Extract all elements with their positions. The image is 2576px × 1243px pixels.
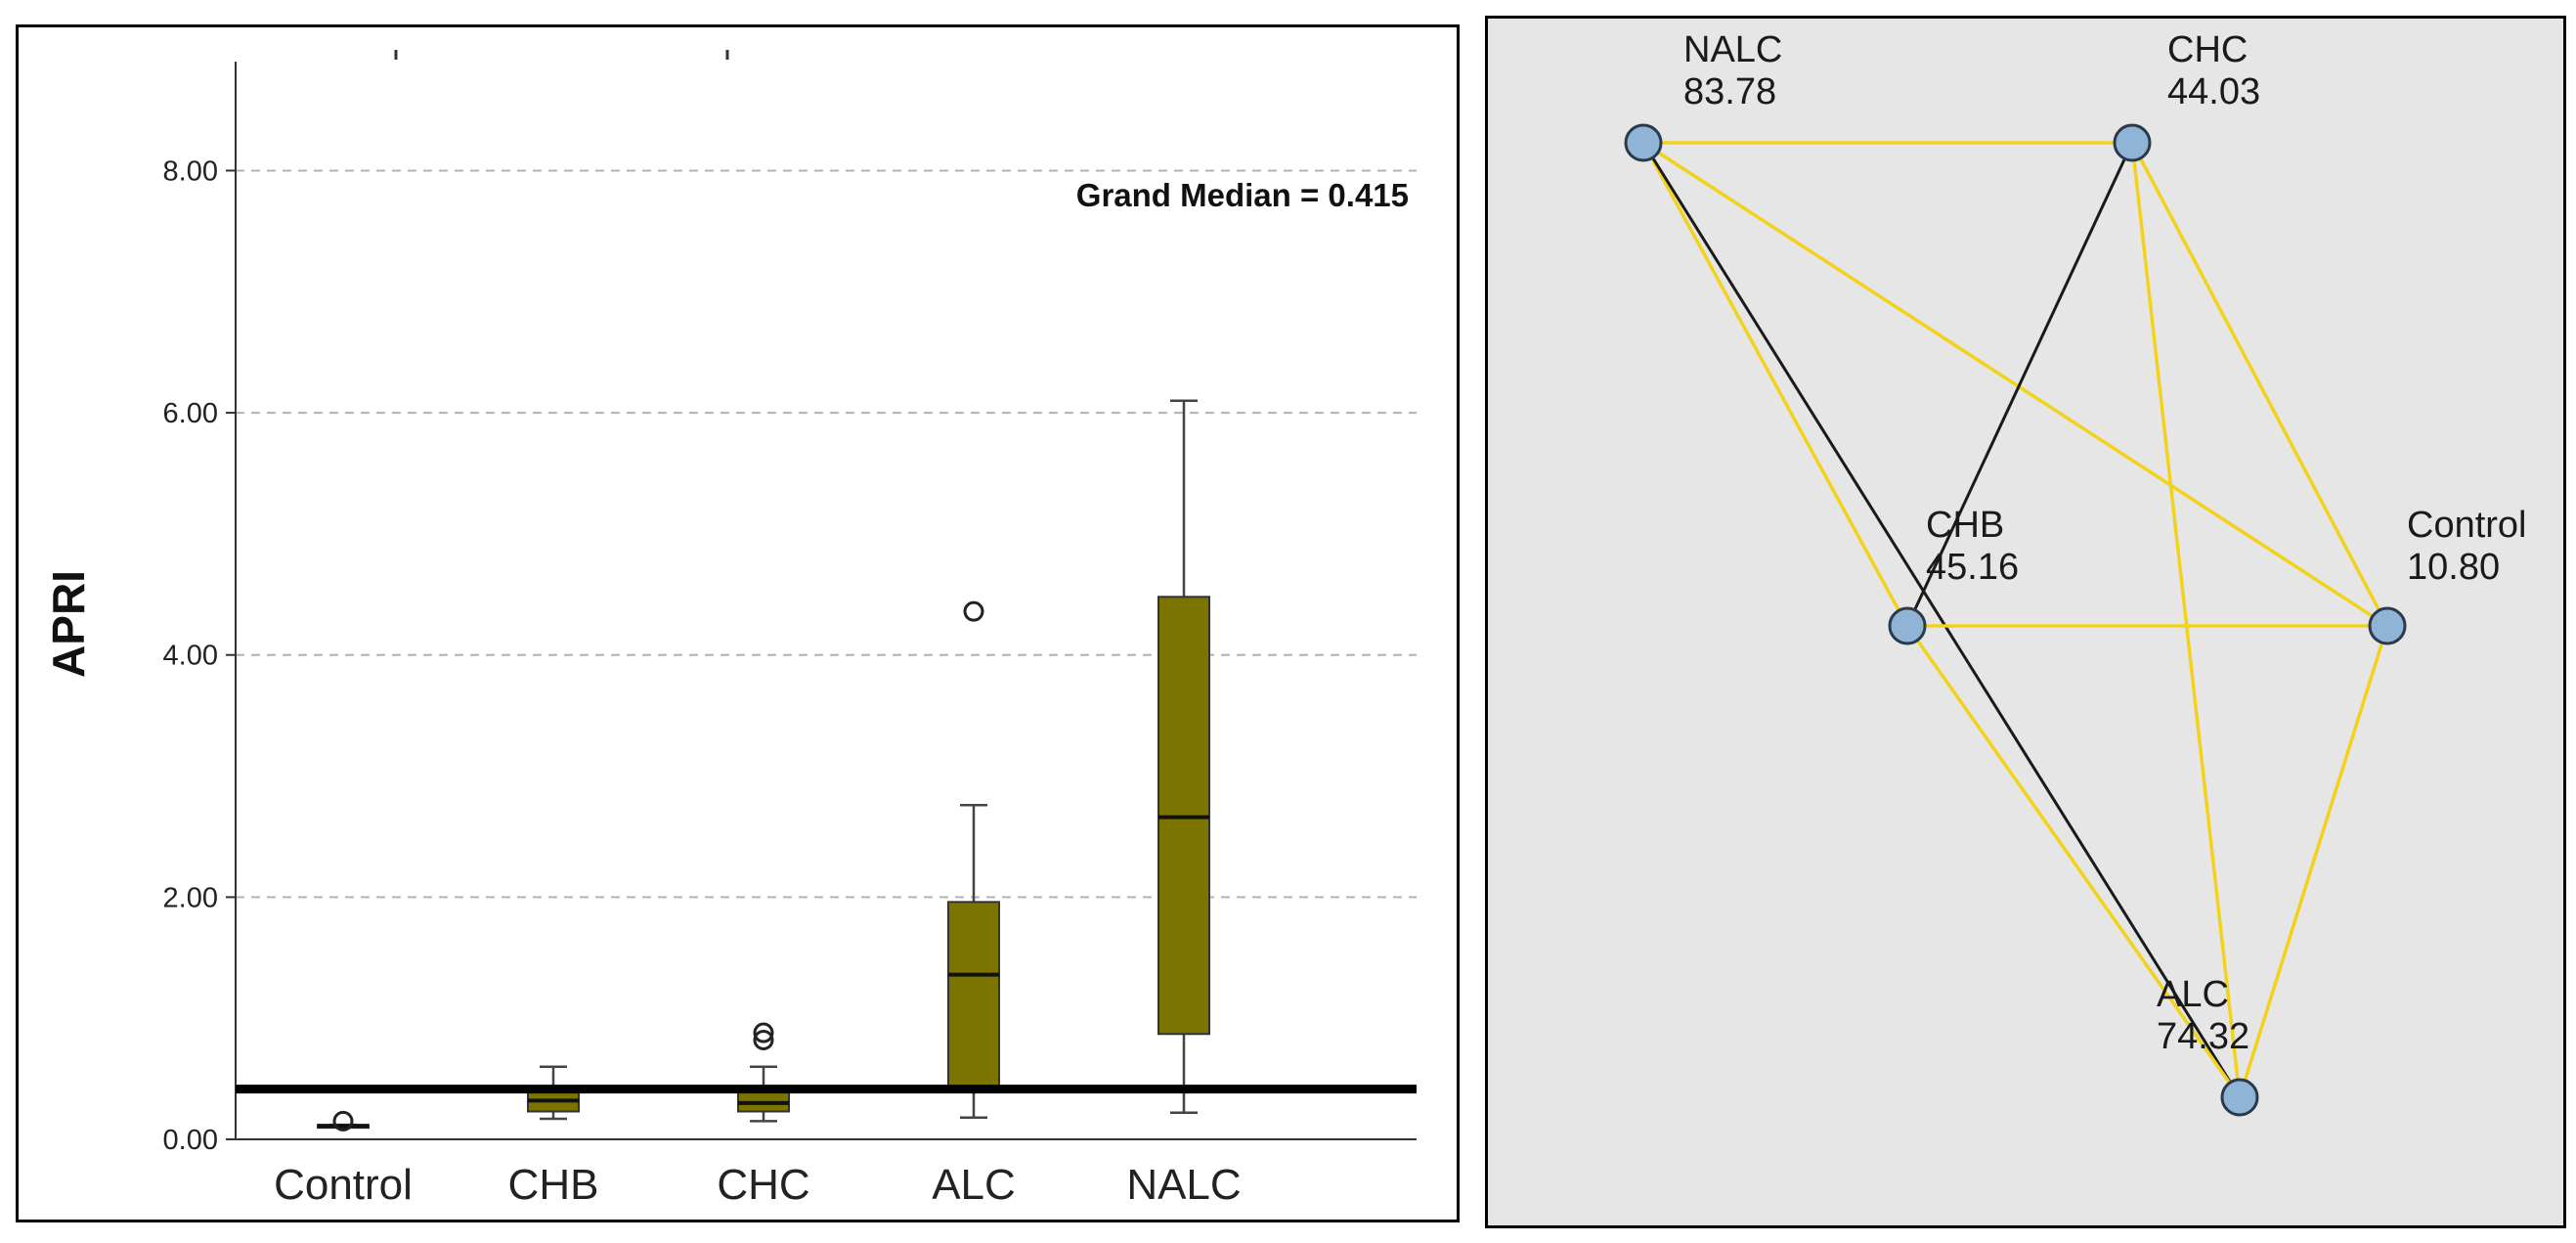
- category-label: CHC: [717, 1161, 809, 1209]
- category-label: ALC: [932, 1161, 1016, 1209]
- edge-chc-chb: [1905, 142, 2134, 627]
- box-chc: [737, 1022, 790, 1123]
- category-label: NALC: [1126, 1161, 1241, 1209]
- node-chb: [1888, 606, 1927, 645]
- box-nalc: [1157, 399, 1210, 1115]
- edge-chc-control: [2130, 142, 2389, 627]
- node-name-label: NALC: [1683, 29, 1782, 70]
- box-control: [317, 1110, 370, 1132]
- node-name-label: CHB: [1926, 505, 2004, 546]
- boxes: [317, 399, 1210, 1132]
- node-alc: [2220, 1078, 2259, 1117]
- edge-control-alc: [2238, 625, 2389, 1098]
- y-tick-label: 2.00: [163, 882, 218, 913]
- node-value-label: 10.80: [2407, 547, 2500, 588]
- y-tick-label: 8.00: [163, 155, 218, 187]
- y-axis-title: APRI: [43, 570, 94, 678]
- edge-chc-alc: [2130, 142, 2242, 1098]
- y-tick-labels: 0.00 2.00 4.00 6.00 8.00: [163, 155, 218, 1156]
- box-iqr: [947, 901, 1000, 1092]
- edge-nalc-alc: [1641, 142, 2242, 1098]
- node-name-label: ALC: [2157, 974, 2229, 1015]
- network-panel: NALC 83.78 CHC 44.03 CHB 45.16 Control 10.80 ALC…: [1485, 16, 2566, 1228]
- gridlines: [236, 169, 1417, 899]
- node-value-label: 45.16: [1926, 547, 2019, 588]
- node-name-label: CHC: [2167, 29, 2248, 70]
- outlier-point: [332, 1110, 354, 1132]
- outlier-point: [963, 600, 984, 622]
- category-label: Control: [274, 1161, 413, 1209]
- node-nalc: [1624, 123, 1663, 162]
- node-value-label: 44.03: [2167, 71, 2260, 112]
- box-alc: [947, 600, 1000, 1119]
- node-value-label: 74.32: [2157, 1016, 2249, 1057]
- node-chc: [2113, 123, 2152, 162]
- edges: [1641, 141, 2389, 1099]
- y-tick-label: 0.00: [163, 1125, 218, 1156]
- y-tick-label: 4.00: [163, 641, 218, 672]
- category-labels: Control CHB CHC ALC NALC: [274, 1161, 1242, 1209]
- nodes: [1624, 123, 2407, 1117]
- y-tick-label: 6.00: [163, 398, 218, 429]
- category-label: CHB: [508, 1161, 599, 1209]
- node-name-label: Control: [2407, 505, 2527, 546]
- boxplot-chart: 0.00 2.00 4.00 6.00 8.00 Control CHB CHC ALC NAL…: [43, 50, 1417, 1209]
- edge-nalc-control: [1642, 141, 2388, 628]
- node-control: [2368, 606, 2407, 645]
- boxplot-panel: 0.00 2.00 4.00 6.00 8.00 Control CHB CHC ALC NAL…: [16, 24, 1460, 1222]
- node-value-label: 83.78: [1683, 71, 1776, 112]
- outlier-point: [753, 1022, 774, 1043]
- outlier-point: [753, 1029, 774, 1050]
- axes: [226, 50, 1417, 1140]
- edge-nalc-chb: [1641, 142, 1909, 627]
- edge-chb-alc: [1905, 624, 2242, 1099]
- grand-median-label: Grand Median = 0.415: [1076, 177, 1409, 213]
